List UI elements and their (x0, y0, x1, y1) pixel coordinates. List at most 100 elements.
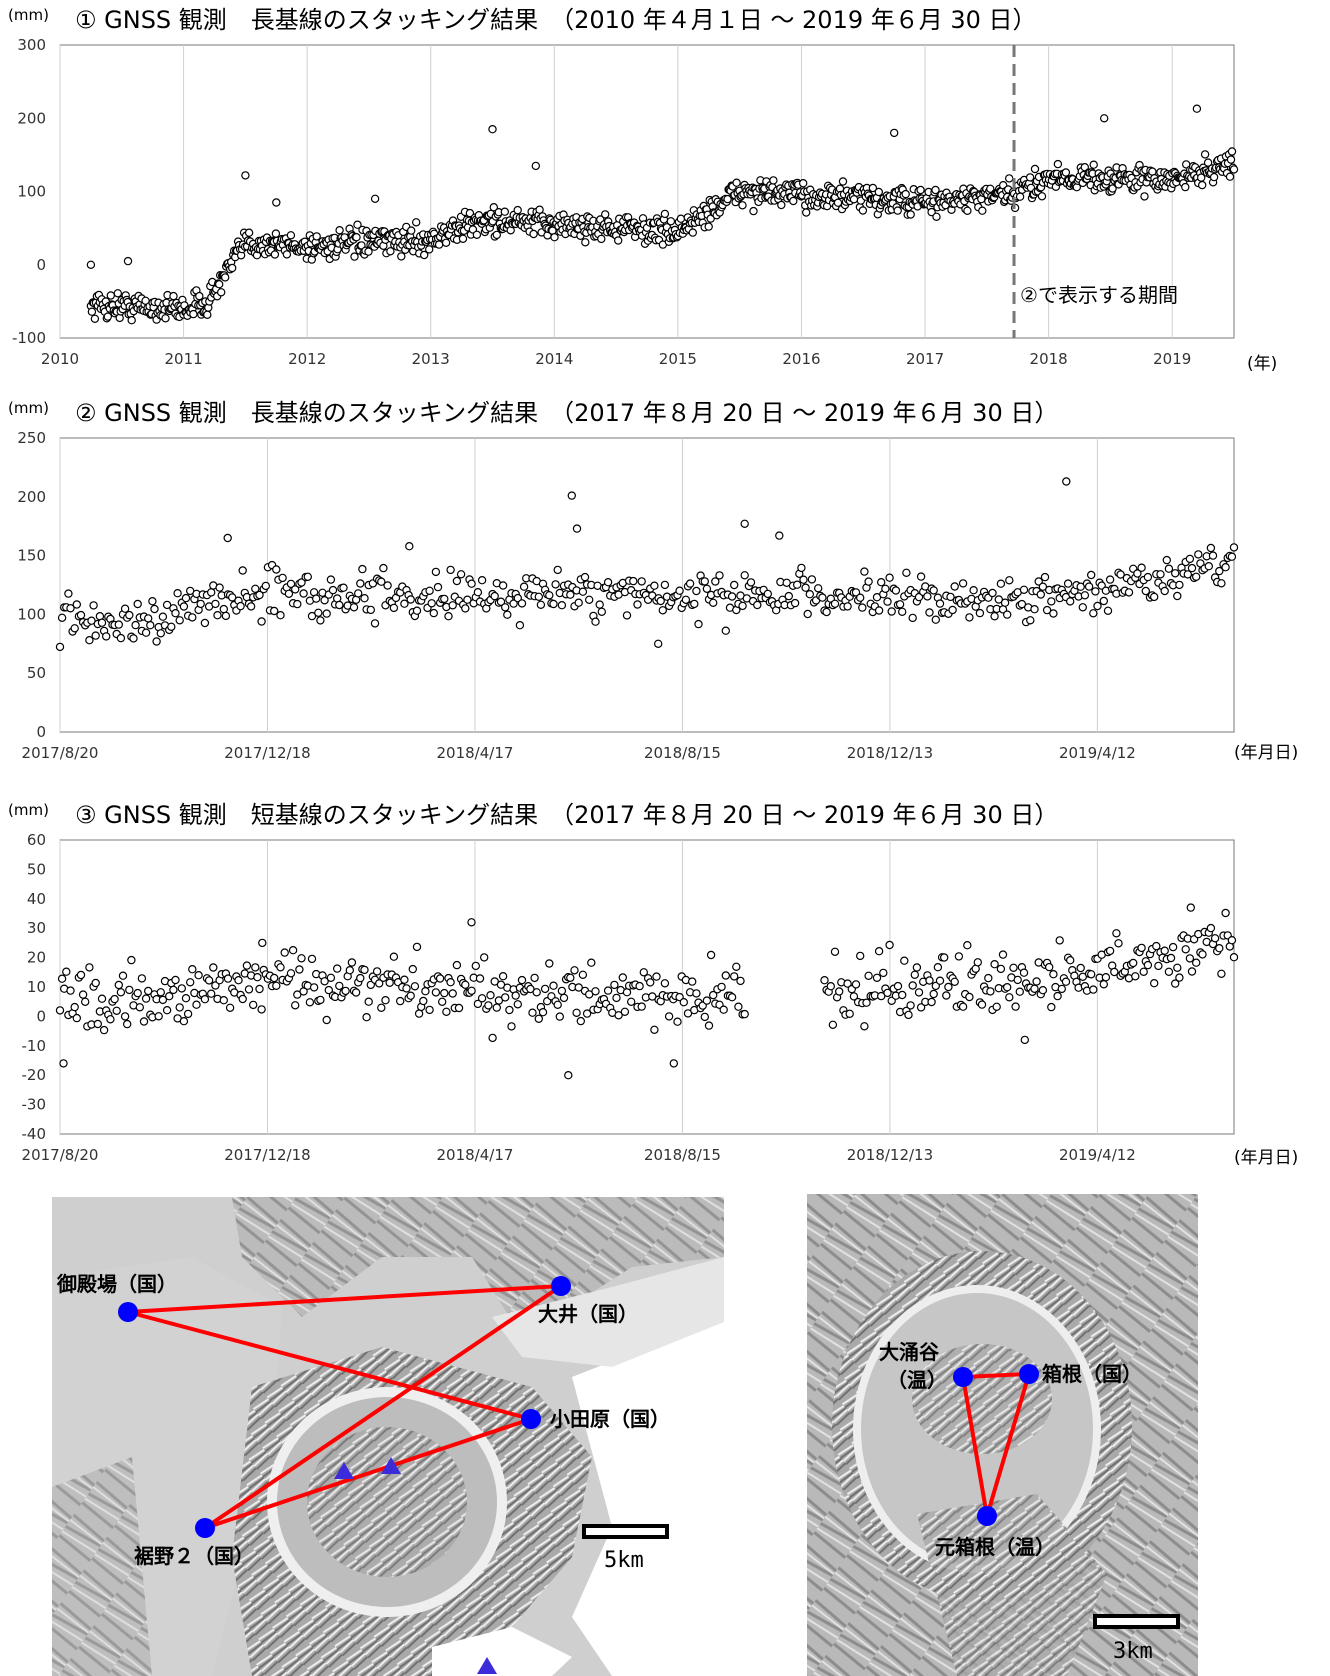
data-point (890, 128, 899, 138)
data-point (307, 954, 317, 964)
data-point (1089, 985, 1098, 994)
data-point (258, 938, 267, 948)
data-point (906, 210, 915, 219)
data-point (1217, 969, 1226, 978)
y-tick-label: -40 (22, 1125, 47, 1143)
data-point (830, 947, 840, 956)
chart-3-xlabel: (年月日) (1234, 1148, 1299, 1168)
data-point (1225, 172, 1235, 181)
data-point (688, 977, 697, 986)
station-owakudani-sublabel: （温） (887, 1368, 947, 1392)
data-point (954, 952, 964, 961)
data-point (366, 605, 375, 615)
data-point (769, 176, 778, 185)
data-point (251, 963, 260, 972)
data-point (248, 1000, 258, 1010)
data-point (377, 1003, 386, 1012)
data-point (666, 217, 676, 226)
data-point (339, 583, 348, 592)
data-point (793, 580, 802, 589)
data-point (1099, 596, 1109, 606)
data-point (822, 607, 831, 617)
station-owakudani-label: 大涌谷 (879, 1340, 940, 1364)
data-point (646, 978, 655, 987)
data-point (244, 985, 254, 994)
data-point (271, 229, 281, 238)
data-point (988, 588, 997, 598)
data-point (91, 631, 100, 640)
data-point (309, 983, 319, 992)
data-point (270, 973, 279, 983)
data-point (637, 577, 646, 586)
data-point (679, 997, 689, 1007)
data-point (406, 991, 415, 1000)
data-point (883, 597, 892, 606)
data-point (709, 990, 718, 1000)
y-tick-label: 0 (36, 256, 46, 274)
data-point (181, 593, 191, 603)
data-point (238, 566, 247, 575)
data-point (526, 984, 535, 994)
map-left-overlay: 御殿場（国） 大井（国） 小田原（国） 裾野２（国） 5km (56, 1272, 670, 1674)
data-point (585, 595, 594, 604)
vent-triangle-icon (381, 1457, 401, 1474)
data-point (280, 948, 289, 957)
data-point (509, 599, 518, 608)
data-point (257, 1005, 266, 1014)
scale-label: 3km (1113, 1639, 1153, 1664)
data-point (1162, 555, 1172, 565)
data-point (843, 602, 852, 611)
data-point (452, 960, 462, 970)
data-point (216, 288, 226, 297)
x-tick-label: 2017/12/18 (224, 1146, 310, 1164)
data-point (902, 568, 911, 577)
data-point (1131, 972, 1140, 981)
data-point (529, 229, 538, 239)
data-point (1187, 967, 1197, 976)
data-point (549, 981, 558, 990)
y-tick-label: 200 (17, 109, 46, 127)
data-point (326, 575, 336, 584)
data-point (131, 620, 140, 630)
data-point (1191, 958, 1201, 967)
chart-1-unit: (mm) (8, 6, 49, 24)
data-point (864, 577, 873, 586)
data-point (291, 585, 300, 594)
data-point (467, 986, 476, 995)
data-point (1019, 585, 1029, 594)
station-gotemba-marker (118, 1302, 138, 1322)
data-point (856, 593, 865, 602)
data-point (927, 207, 936, 217)
data-point (370, 619, 380, 628)
data-point (442, 1007, 451, 1016)
data-point (1203, 158, 1213, 167)
data-point (885, 573, 894, 582)
data-point (379, 563, 388, 573)
data-point (973, 958, 983, 967)
data-point (1185, 954, 1195, 963)
data-point (238, 994, 247, 1004)
data-point (627, 997, 636, 1006)
data-point (828, 1020, 838, 1029)
data-point (916, 185, 925, 195)
data-point (303, 572, 312, 581)
data-point (446, 565, 455, 575)
data-point (412, 942, 422, 952)
data-point (322, 609, 331, 618)
x-tick-label: 2017/8/20 (22, 1146, 99, 1164)
data-point (567, 491, 577, 500)
chart-2-unit: (mm) (8, 399, 49, 417)
data-point (1105, 575, 1115, 584)
map-right-overlay: 大涌谷 （温） 箱根（国） 元箱根（温） 3km (879, 1340, 1180, 1664)
data-point (127, 316, 136, 325)
data-point (370, 194, 380, 203)
chart-1-panel: (mm) ① GNSS 観測 長基線のスタッキング結果 （2010 年４月１日 … (0, 0, 1330, 374)
data-point (97, 618, 107, 627)
data-points (55, 903, 1239, 1080)
data-point (799, 178, 808, 188)
data-point (977, 1000, 987, 1009)
data-point (883, 988, 892, 998)
x-tick-label: 2018/12/13 (847, 744, 933, 762)
data-point (328, 585, 338, 595)
data-point (1047, 1002, 1056, 1012)
